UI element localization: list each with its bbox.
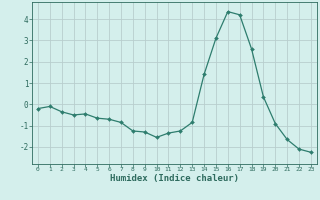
- X-axis label: Humidex (Indice chaleur): Humidex (Indice chaleur): [110, 174, 239, 183]
